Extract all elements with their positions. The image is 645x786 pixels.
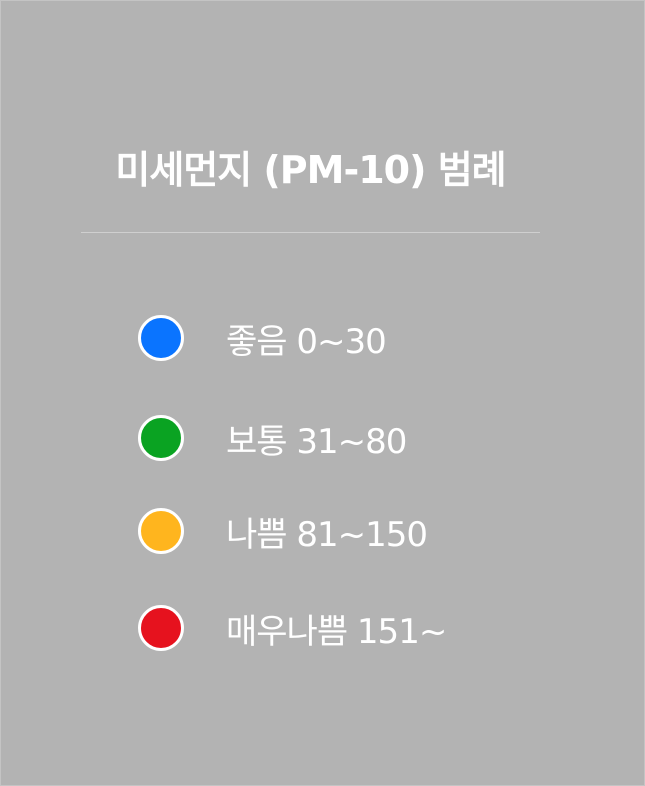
- legend-item-bad: 나쁨 81~150: [138, 506, 428, 556]
- legend-divider: [81, 232, 540, 233]
- legend-label-good: 좋음 0~30: [226, 321, 387, 362]
- legend-item-very-bad: 매우나쁨 151~: [138, 603, 447, 653]
- legend-item-normal: 보통 31~80: [138, 413, 407, 463]
- normal-dot-icon: [138, 415, 184, 461]
- legend-title: 미세먼지 (PM-10) 범례: [115, 148, 506, 192]
- good-dot-icon: [138, 315, 184, 361]
- very-bad-dot-icon: [138, 605, 184, 651]
- bad-dot-icon: [138, 508, 184, 554]
- legend-label-very-bad: 매우나쁨 151~: [226, 611, 447, 652]
- legend-label-bad: 나쁨 81~150: [226, 514, 428, 555]
- legend-item-good: 좋음 0~30: [138, 313, 387, 363]
- legend-label-normal: 보통 31~80: [226, 421, 407, 462]
